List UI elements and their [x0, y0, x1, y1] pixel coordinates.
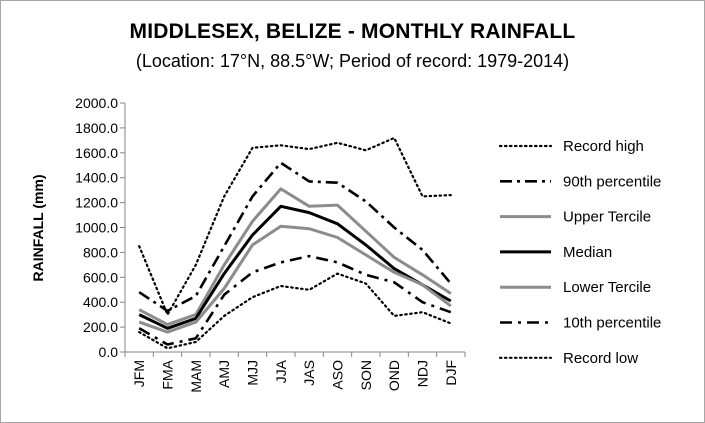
legend-label-median: Median	[563, 244, 612, 261]
series-line-record-low	[138, 272, 452, 350]
x-tick-label: AMJ	[216, 360, 232, 388]
y-tick-label: 600.0	[83, 269, 118, 285]
series-line-10th-percentile	[138, 254, 452, 346]
x-tick-label: MJJ	[245, 360, 261, 386]
legend-label-record-high: Record high	[563, 138, 644, 155]
series-line-90th-percentile	[138, 161, 452, 313]
x-tick-label: JFM	[131, 360, 147, 387]
legend-label-record-low: Record low	[563, 350, 638, 367]
y-tick-labels: 0.0 200.0 400.0 600.0 800.0 1000.0 1200.0 1400.…	[75, 95, 125, 360]
chart-title: MIDDLESEX, BELIZE - MONTHLY RAINFALL	[129, 20, 576, 43]
legend-label-upper-tercile: Upper Tercile	[563, 209, 651, 226]
y-tick-label: 400.0	[83, 294, 118, 310]
series-line-record-high	[138, 136, 452, 316]
legend: Record high 90th percentile Upper Tercile M…	[498, 138, 661, 367]
x-tick-label: MAM	[188, 360, 204, 393]
y-tick-label: 1600.0	[75, 145, 118, 161]
x-tick-label: ASO	[330, 360, 346, 390]
x-tick-label: DJF	[443, 360, 459, 386]
y-tick-label: 1000.0	[75, 220, 118, 236]
series-lines	[138, 136, 452, 350]
y-tick-label: 2000.0	[75, 95, 118, 111]
y-tick-label: 200.0	[83, 319, 118, 335]
y-axis-label: RAINFALL (mm)	[30, 174, 46, 281]
series-line-lower-tercile	[138, 224, 452, 334]
chart-subtitle: (Location: 17°N, 88.5°W; Period of recor…	[135, 51, 570, 71]
y-tick-label: 1400.0	[75, 170, 118, 186]
legend-label-10th-percentile: 10th percentile	[563, 315, 661, 332]
x-tick-label: OND	[386, 360, 402, 391]
legend-label-90th-percentile: 90th percentile	[563, 173, 661, 190]
x-tick-label: NDJ	[415, 360, 431, 387]
y-tick-label: 0.0	[99, 344, 119, 360]
series-line-upper-tercile	[138, 187, 452, 327]
x-tick-label: JJA	[273, 359, 289, 383]
x-tick-label: SON	[358, 360, 374, 390]
y-tick-label: 800.0	[83, 244, 118, 260]
x-tick-label: JAS	[301, 360, 317, 386]
x-tick-label: FMA	[160, 359, 176, 389]
y-tick-label: 1200.0	[75, 195, 118, 211]
x-tick-labels: JFM FMA MAM AMJ MJJ JJA JAS ASO SON OND NDJ DJF	[124, 352, 466, 393]
y-tick-label: 1800.0	[75, 120, 118, 136]
legend-label-lower-tercile: Lower Tercile	[563, 279, 651, 296]
series-line-median	[138, 204, 452, 330]
